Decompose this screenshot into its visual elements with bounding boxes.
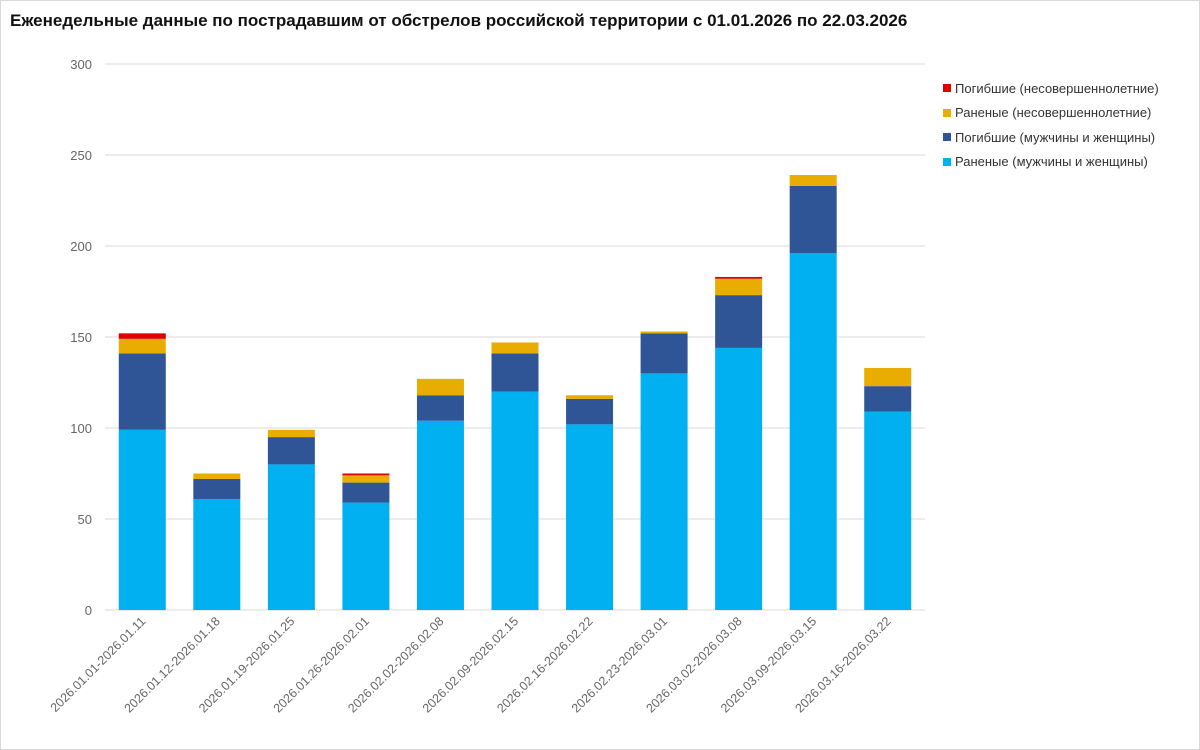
bar-segment (715, 278, 763, 296)
bar-segment (267, 437, 315, 465)
bar-segment (566, 424, 614, 610)
bar-segment (193, 498, 241, 610)
bar-segment (342, 502, 390, 610)
y-tick-label: 150 (70, 330, 92, 345)
chart-title: Еженедельные данные по пострадавшим от о… (10, 11, 908, 30)
bar-segment (640, 333, 688, 374)
bar-segment (789, 253, 837, 610)
legend-label: Раненые (несовершеннолетние) (955, 105, 1152, 121)
bar-segment (267, 464, 315, 610)
bar-segment (342, 482, 390, 503)
bar-segment (342, 475, 390, 483)
bar-segment (789, 185, 837, 254)
legend: Погибшие (несовершеннолетние) Раненые (не… (943, 76, 1159, 174)
bar-segment (864, 367, 912, 387)
bar-segment (491, 342, 539, 354)
y-tick-label: 100 (70, 421, 92, 436)
bar-segment (267, 429, 315, 438)
bar-segment (118, 338, 166, 354)
bar-segment (118, 429, 166, 610)
legend-item: Погибшие (мужчины и женщины) (943, 125, 1159, 150)
legend-item: Раненые (мужчины и женщины) (943, 150, 1159, 175)
bar-segment (715, 347, 763, 610)
bar-segment (864, 411, 912, 610)
bar-segment (416, 395, 464, 421)
legend-swatch (943, 157, 951, 166)
bar-segment (789, 175, 837, 186)
bar-segment (193, 473, 241, 479)
y-tick-label: 200 (70, 239, 92, 254)
y-tick-label: 250 (70, 148, 92, 163)
bar-segment (640, 373, 688, 610)
bar-segment (118, 333, 166, 339)
legend-label: Погибшие (мужчины и женщины) (955, 129, 1156, 145)
bar-segment (118, 353, 166, 430)
legend-item: Раненые (несовершеннолетние) (943, 101, 1159, 126)
legend-label: Раненые (мужчины и женщины) (955, 154, 1148, 170)
legend-swatch (943, 108, 951, 117)
bar-segment (491, 391, 539, 610)
bar-segment (193, 478, 241, 499)
bar-segment (715, 276, 763, 279)
bar-segment (640, 331, 688, 334)
y-tick-label: 0 (85, 603, 92, 618)
bar-segment (864, 386, 912, 412)
y-tick-label: 50 (78, 512, 92, 527)
legend-label: Погибшие (несовершеннолетние) (955, 80, 1159, 96)
y-tick-label: 300 (70, 57, 92, 72)
bar-segment (416, 378, 464, 396)
bar-segment (342, 473, 390, 476)
legend-item: Погибшие (несовершеннолетние) (943, 76, 1159, 101)
bar-segment (491, 353, 539, 392)
bar-segment (416, 420, 464, 610)
bar-segment (715, 295, 763, 348)
legend-swatch (943, 84, 951, 93)
bar-segment (566, 395, 614, 399)
legend-swatch (943, 133, 951, 142)
bar-segment (566, 398, 614, 425)
